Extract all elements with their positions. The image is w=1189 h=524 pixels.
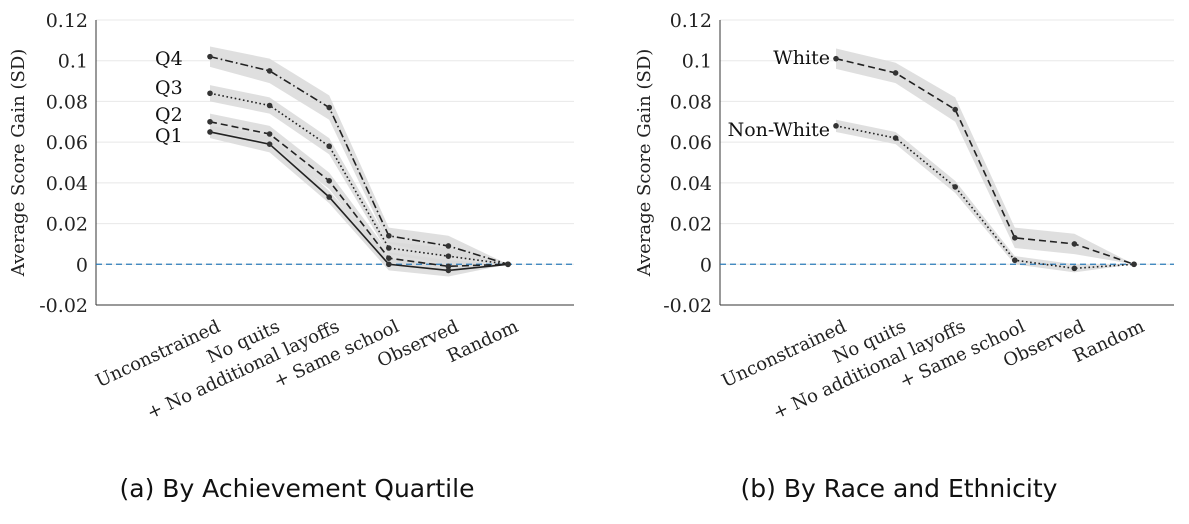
y-tick-label: 0: [700, 254, 712, 276]
confidence-band: [210, 46, 508, 265]
data-point: [207, 118, 213, 125]
series-label: Q3: [155, 77, 183, 99]
data-point: [505, 261, 511, 268]
confidence-band: [210, 125, 508, 277]
confidence-band: [210, 85, 508, 265]
y-tick-label: 0.1: [58, 51, 88, 73]
y-tick-label: 0.08: [46, 91, 88, 113]
confidence-band: [836, 48, 1134, 265]
data-point: [266, 68, 273, 74]
y-axis-label: Average Score Gain (SD): [8, 49, 29, 278]
data-point: [833, 123, 839, 129]
data-point: [266, 102, 273, 109]
series-line: [209, 55, 509, 266]
data-point: [892, 70, 899, 76]
data-point: [445, 267, 452, 274]
data-point: [952, 184, 958, 190]
data-point: [445, 243, 452, 249]
data-point: [445, 263, 452, 270]
data-point: [207, 90, 213, 97]
y-tick-label: 0.02: [670, 214, 712, 236]
y-tick-label: 0.02: [46, 214, 88, 236]
data-point: [1071, 241, 1078, 247]
data-point: [266, 141, 273, 147]
y-tick-label: 0.04: [670, 173, 712, 195]
series-label: Non-White: [728, 119, 830, 141]
panel-achievement-quartile: -0.02 0 0.02 0.04 0.06 0.08 0.1 0.12 Average Sco…: [0, 0, 594, 524]
y-tick-label: -0.02: [663, 295, 712, 317]
chart-race-ethnicity: -0.02 0 0.02 0.04 0.06 0.08 0.1 0.12 Average Sco…: [634, 10, 1174, 424]
caption-race-ethnicity: (b) By Race and Ethnicity: [740, 474, 1058, 503]
y-tick-label: 0.08: [670, 91, 712, 113]
series-line: [209, 121, 509, 268]
series-label: Q1: [155, 125, 183, 147]
panel-race-ethnicity: -0.02 0 0.02 0.04 0.06 0.08 0.1 0.12 Average Sco…: [594, 0, 1188, 524]
data-point: [266, 131, 273, 137]
data-point: [952, 106, 958, 113]
series-line: [209, 92, 509, 266]
data-point: [1071, 265, 1078, 272]
data-point: [386, 245, 392, 251]
data-point: [207, 53, 213, 60]
data-point: [326, 194, 333, 200]
data-point: [386, 261, 392, 268]
series-label: White: [773, 47, 830, 69]
data-point: [326, 143, 333, 150]
confidence-band: [836, 119, 1134, 273]
y-tick-label: 0.12: [46, 10, 88, 32]
caption-achievement-quartile: (a) By Achievement Quartile: [119, 474, 475, 503]
data-point: [326, 178, 333, 184]
y-tick-label: 0.06: [46, 132, 88, 154]
series-label: Q2: [155, 104, 183, 126]
data-point: [445, 253, 452, 259]
y-axis-label: Average Score Gain (SD): [634, 49, 655, 278]
series-line: [835, 57, 1135, 266]
series-line: [209, 131, 509, 272]
data-point: [833, 55, 839, 62]
y-tick-label: -0.02: [39, 295, 88, 317]
data-point: [326, 104, 333, 111]
data-point: [386, 232, 392, 239]
data-point: [207, 129, 213, 135]
y-tick-label: 0.06: [670, 132, 712, 154]
data-point: [892, 135, 899, 141]
series-label: Q4: [155, 48, 183, 70]
data-point: [1131, 261, 1137, 268]
data-point: [1012, 257, 1018, 264]
data-point: [386, 255, 392, 261]
y-tick-label: 0.12: [670, 10, 712, 32]
y-tick-label: 0: [76, 254, 88, 276]
chart-achievement-quartile: -0.02 0 0.02 0.04 0.06 0.08 0.1 0.12 Average Sco…: [8, 10, 574, 424]
series-line: [835, 125, 1135, 270]
y-tick-label: 0.1: [682, 51, 712, 73]
y-tick-label: 0.04: [46, 173, 88, 195]
data-point: [1012, 235, 1018, 241]
